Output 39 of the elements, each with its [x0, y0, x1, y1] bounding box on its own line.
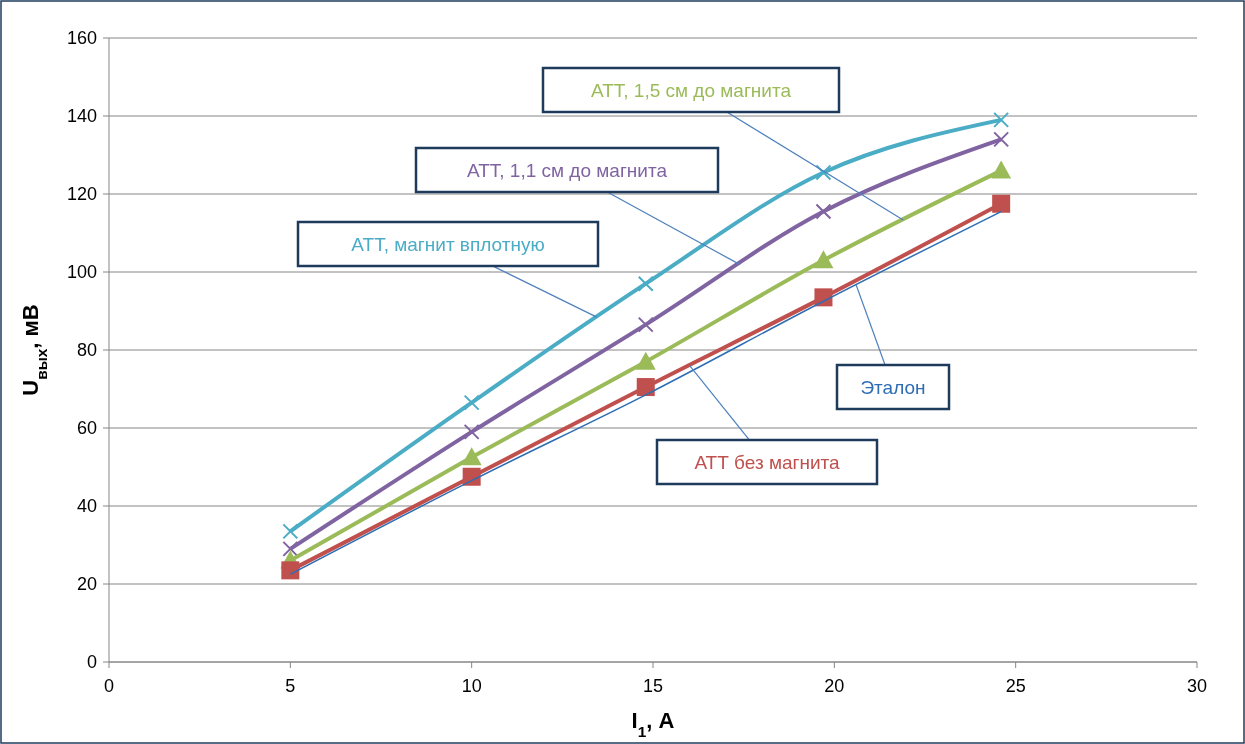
text: АТТ без магнита: [694, 451, 841, 473]
x-tick-label: 20: [824, 676, 845, 696]
text: АТТ, магнит вплотную: [351, 233, 545, 255]
y-tick-label: 140: [66, 106, 97, 127]
point: [637, 316, 654, 333]
x-axis-title: I$_{1}$, А: [631, 708, 675, 740]
text: АТТ, 1,5 см до магнита: [590, 79, 792, 101]
x-tick-label: 30: [1186, 676, 1208, 696]
text: Эталон: [860, 376, 926, 398]
point: [281, 561, 300, 580]
y-tick-label: 80: [76, 340, 97, 361]
x-tick-label: 0: [103, 676, 115, 696]
y-tick-label: 40: [76, 496, 97, 517]
x-tick-label: 10: [461, 676, 482, 696]
point: [463, 394, 480, 411]
y-tick-label: 160: [66, 28, 97, 49]
point: [992, 194, 1011, 213]
point: [815, 164, 832, 181]
x-tick-label: 15: [642, 676, 664, 696]
text: АТТ, 1,1 см до магнита: [466, 159, 668, 181]
point: [282, 523, 299, 540]
point: [993, 111, 1010, 128]
y-tick-label: 100: [66, 262, 97, 283]
point: [635, 351, 656, 370]
x-tick-label: 5: [285, 676, 296, 696]
y-tick-label: 60: [76, 418, 97, 439]
point: [636, 378, 655, 397]
point: [991, 160, 1012, 179]
point: [461, 447, 482, 466]
point: [463, 423, 480, 440]
point: [813, 250, 834, 269]
point: [993, 131, 1010, 148]
y-tick-label: 20: [76, 574, 97, 595]
y-tick-label: 0: [86, 652, 97, 673]
point: [282, 540, 299, 557]
point: [637, 275, 654, 292]
y-tick-label: 120: [66, 184, 97, 205]
x-tick-label: 25: [1005, 676, 1026, 696]
point: [815, 203, 832, 220]
